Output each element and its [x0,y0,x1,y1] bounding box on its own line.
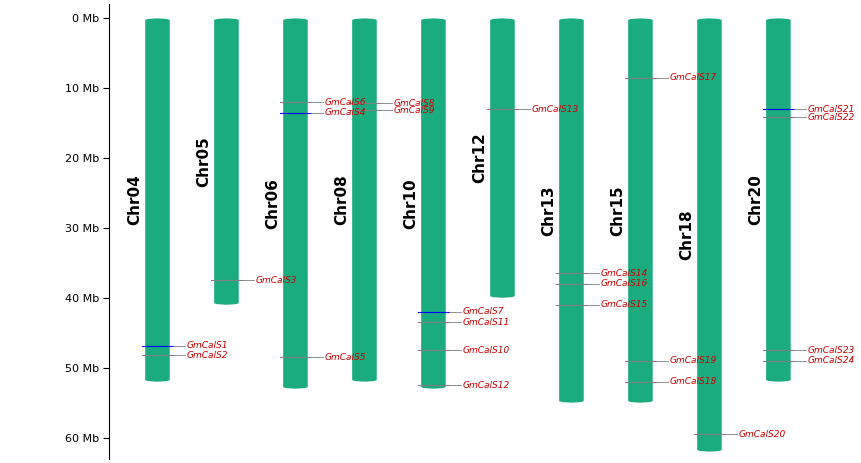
Text: Chr18: Chr18 [678,210,694,260]
Text: GmCalS3: GmCalS3 [256,276,297,285]
Text: GmCalS8: GmCalS8 [393,99,435,108]
Text: GmCalS21: GmCalS21 [807,105,854,113]
Text: Chr08: Chr08 [334,175,349,225]
Text: GmCalS1: GmCalS1 [187,341,228,350]
Text: GmCalS19: GmCalS19 [669,357,716,365]
Text: GmCalS24: GmCalS24 [807,357,854,365]
Text: GmCalS2: GmCalS2 [187,351,228,360]
FancyBboxPatch shape [559,18,583,403]
Text: GmCalS18: GmCalS18 [669,377,716,387]
Text: GmCalS7: GmCalS7 [462,307,504,316]
Text: GmCalS15: GmCalS15 [600,300,647,309]
Text: GmCalS5: GmCalS5 [325,353,366,362]
FancyBboxPatch shape [765,18,790,382]
FancyBboxPatch shape [490,18,514,298]
FancyBboxPatch shape [352,18,376,382]
Text: Chr06: Chr06 [265,178,280,229]
Text: GmCalS16: GmCalS16 [600,280,647,288]
FancyBboxPatch shape [421,18,445,389]
Text: GmCalS17: GmCalS17 [669,73,716,82]
FancyBboxPatch shape [697,18,721,452]
Text: Chr12: Chr12 [472,133,487,183]
Text: Chr05: Chr05 [196,136,211,187]
Text: GmCalS9: GmCalS9 [393,106,435,115]
Text: GmCalS10: GmCalS10 [462,346,510,355]
Text: GmCalS12: GmCalS12 [462,381,510,390]
Text: GmCalS23: GmCalS23 [807,346,854,355]
FancyBboxPatch shape [283,18,307,389]
Text: GmCalS4: GmCalS4 [325,108,366,117]
Text: GmCalS20: GmCalS20 [738,430,785,439]
FancyBboxPatch shape [145,18,170,382]
Text: Chr15: Chr15 [610,185,625,236]
Text: GmCalS13: GmCalS13 [531,105,579,113]
Text: GmCalS14: GmCalS14 [600,269,647,278]
Text: Chr04: Chr04 [127,175,142,225]
Text: Chr20: Chr20 [747,175,763,225]
Text: GmCalS11: GmCalS11 [462,318,510,327]
Text: GmCalS22: GmCalS22 [807,113,854,122]
Text: Chr10: Chr10 [403,178,418,229]
FancyBboxPatch shape [628,18,652,403]
Text: GmCalS6: GmCalS6 [325,98,366,106]
FancyBboxPatch shape [214,18,238,305]
Text: Chr13: Chr13 [541,185,556,236]
